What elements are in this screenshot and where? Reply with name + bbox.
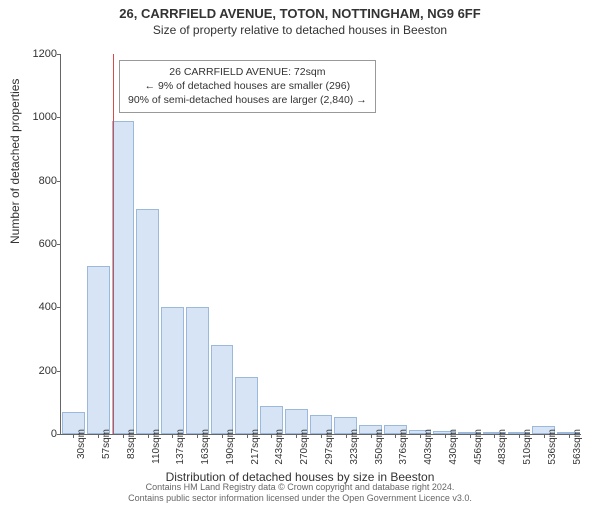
x-tick-label: 110sqm bbox=[151, 429, 162, 464]
histogram-bar bbox=[87, 266, 110, 434]
x-tick-label: 456sqm bbox=[473, 429, 484, 465]
y-tick-mark bbox=[57, 371, 61, 372]
x-tick-label: 270sqm bbox=[299, 429, 310, 465]
x-tick-mark bbox=[470, 434, 471, 438]
x-tick-mark bbox=[346, 434, 347, 438]
x-tick-mark bbox=[296, 434, 297, 438]
x-tick-label: 243sqm bbox=[274, 429, 285, 465]
x-tick-label: 217sqm bbox=[250, 429, 261, 465]
plot-area: 02004006008001000120030sqm57sqm83sqm110s… bbox=[60, 54, 581, 435]
marker-info-line: 26 CARRFIELD AVENUE: 72sqm bbox=[128, 65, 367, 79]
y-tick-label: 600 bbox=[21, 238, 57, 250]
x-tick-mark bbox=[73, 434, 74, 438]
chart-subtitle: Size of property relative to detached ho… bbox=[0, 23, 600, 37]
x-tick-mark bbox=[197, 434, 198, 438]
x-tick-mark bbox=[445, 434, 446, 438]
y-tick-label: 1000 bbox=[21, 111, 57, 123]
y-tick-label: 1200 bbox=[21, 48, 57, 60]
x-tick-mark bbox=[222, 434, 223, 438]
x-tick-mark bbox=[148, 434, 149, 438]
y-tick-mark bbox=[57, 244, 61, 245]
x-tick-label: 403sqm bbox=[423, 429, 434, 465]
x-tick-label: 510sqm bbox=[522, 429, 533, 465]
chart-title: 26, CARRFIELD AVENUE, TOTON, NOTTINGHAM,… bbox=[0, 6, 600, 21]
marker-info-box: 26 CARRFIELD AVENUE: 72sqm← 9% of detach… bbox=[119, 60, 376, 113]
x-tick-mark bbox=[494, 434, 495, 438]
histogram-bar bbox=[161, 307, 184, 434]
x-tick-mark bbox=[569, 434, 570, 438]
x-tick-label: 83sqm bbox=[126, 429, 137, 459]
x-tick-mark bbox=[98, 434, 99, 438]
x-tick-mark bbox=[172, 434, 173, 438]
y-tick-label: 800 bbox=[21, 175, 57, 187]
x-tick-label: 483sqm bbox=[497, 429, 508, 465]
y-tick-label: 200 bbox=[21, 365, 57, 377]
x-tick-label: 563sqm bbox=[572, 429, 583, 465]
footer-line-2: Contains public sector information licen… bbox=[0, 493, 600, 504]
x-tick-label: 137sqm bbox=[175, 429, 186, 465]
marker-info-line: 90% of semi-detached houses are larger (… bbox=[128, 93, 367, 107]
y-tick-mark bbox=[57, 307, 61, 308]
x-tick-mark bbox=[420, 434, 421, 438]
histogram-bar bbox=[186, 307, 209, 434]
x-tick-label: 323sqm bbox=[349, 429, 360, 465]
footer-attribution: Contains HM Land Registry data © Crown c… bbox=[0, 482, 600, 504]
y-tick-mark bbox=[57, 117, 61, 118]
y-axis-label: Number of detached properties bbox=[8, 79, 22, 244]
x-tick-label: 350sqm bbox=[374, 429, 385, 465]
x-tick-label: 297sqm bbox=[324, 429, 335, 465]
marker-info-line: ← 9% of detached houses are smaller (296… bbox=[128, 79, 367, 93]
y-tick-mark bbox=[57, 181, 61, 182]
histogram-bar bbox=[235, 377, 258, 434]
x-tick-mark bbox=[247, 434, 248, 438]
y-tick-label: 400 bbox=[21, 301, 57, 313]
x-tick-mark bbox=[271, 434, 272, 438]
footer-line-1: Contains HM Land Registry data © Crown c… bbox=[0, 482, 600, 493]
histogram-bar bbox=[211, 345, 234, 434]
x-tick-label: 376sqm bbox=[398, 429, 409, 465]
x-tick-mark bbox=[321, 434, 322, 438]
x-tick-label: 190sqm bbox=[225, 429, 236, 465]
x-tick-label: 57sqm bbox=[101, 429, 112, 459]
x-tick-mark bbox=[371, 434, 372, 438]
property-marker-line bbox=[113, 54, 114, 434]
x-tick-label: 30sqm bbox=[76, 429, 87, 459]
x-tick-mark bbox=[123, 434, 124, 438]
x-tick-mark bbox=[519, 434, 520, 438]
histogram-bar bbox=[112, 121, 135, 435]
y-tick-mark bbox=[57, 434, 61, 435]
x-tick-label: 536sqm bbox=[547, 429, 558, 465]
histogram-bar bbox=[136, 209, 159, 434]
x-tick-mark bbox=[395, 434, 396, 438]
x-tick-label: 163sqm bbox=[200, 429, 211, 465]
y-tick-label: 0 bbox=[21, 428, 57, 440]
x-tick-mark bbox=[544, 434, 545, 438]
y-tick-mark bbox=[57, 54, 61, 55]
x-tick-label: 430sqm bbox=[448, 429, 459, 465]
